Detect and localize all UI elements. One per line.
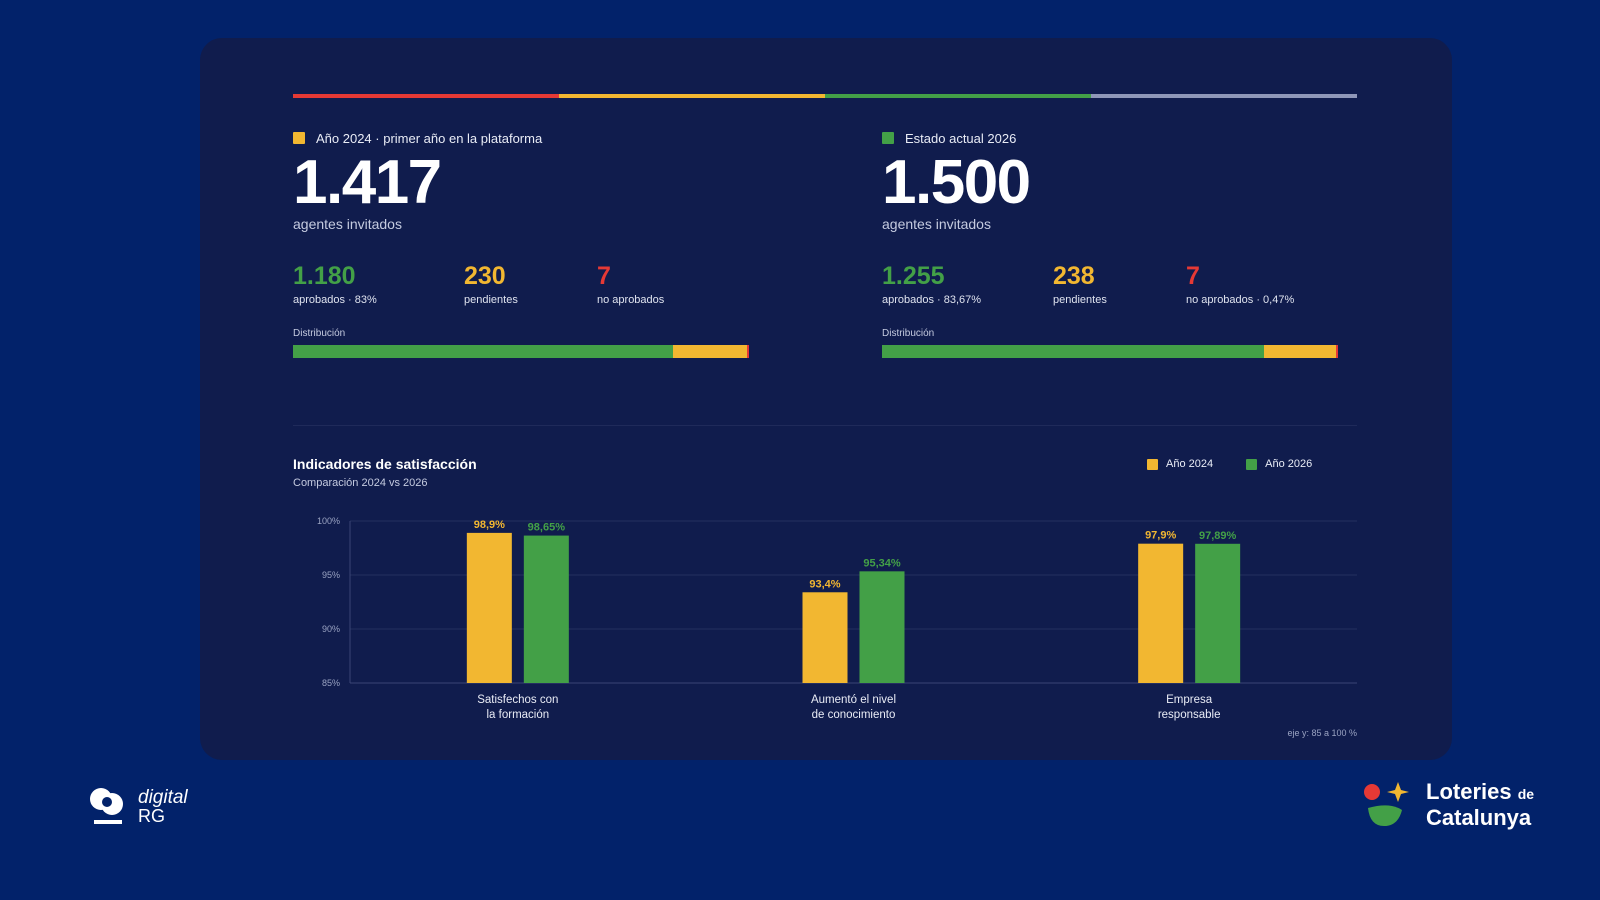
loteries-wordmark: Loteries de Catalunya bbox=[1426, 780, 1534, 830]
distribution-bar bbox=[882, 345, 1339, 358]
axis-note: eje y: 85 a 100 % bbox=[1287, 728, 1357, 738]
digital-rg-icon bbox=[90, 788, 123, 824]
bar-value-label: 97,89% bbox=[1199, 530, 1237, 542]
stat-label: pendientes bbox=[1053, 294, 1107, 306]
section-divider bbox=[293, 425, 1357, 426]
x-tick-label: Aumentó el nivel bbox=[811, 694, 896, 706]
y-tick-label: 95% bbox=[322, 570, 340, 580]
stat-pending: 238 pendientes bbox=[1053, 262, 1107, 306]
stat-value: 7 bbox=[1186, 262, 1200, 290]
x-tick-label: de conocimiento bbox=[812, 709, 896, 721]
brand-line-1: digital bbox=[138, 787, 188, 808]
y-tick-label: 100% bbox=[317, 516, 340, 526]
panel-label-text: Año 2024 · primer año en la plataforma bbox=[316, 130, 543, 146]
bar-value-label: 95,34% bbox=[863, 557, 901, 569]
panel-label-text: Estado actual 2026 bbox=[905, 130, 1017, 146]
bar-2024 bbox=[466, 532, 512, 683]
total-invited: 1.417 bbox=[293, 148, 442, 217]
stat-value: 230 bbox=[464, 262, 506, 290]
stat-label: pendientes bbox=[464, 294, 518, 306]
x-tick-label: responsable bbox=[1158, 709, 1221, 721]
bar-2024 bbox=[802, 592, 848, 683]
panel-2026: Estado actual 2026 1.500 agentes invitad… bbox=[882, 130, 1352, 358]
distribution-label: Distribución bbox=[293, 328, 346, 339]
panel-2024: Año 2024 · primer año en la plataforma 1… bbox=[293, 130, 763, 358]
x-tick-label: la formación bbox=[487, 709, 550, 721]
total-caption: agentes invitados bbox=[293, 216, 402, 232]
stat-label: aprobados · 83,67% bbox=[882, 294, 982, 306]
stripe-yellow bbox=[559, 94, 825, 98]
stat-value: 238 bbox=[1053, 262, 1095, 290]
digital-rg-logo: digital RG bbox=[88, 786, 188, 828]
bar-value-label: 97,9% bbox=[1145, 530, 1176, 542]
total-caption: agentes invitados bbox=[882, 216, 991, 232]
stat-label: no aprobados bbox=[597, 294, 665, 306]
stat-value: 7 bbox=[597, 262, 611, 290]
x-tick-label: Empresa bbox=[1166, 694, 1213, 706]
stat-not-approved: 7 no aprobados bbox=[597, 262, 664, 306]
distribution-segment-aprobados bbox=[293, 345, 673, 358]
distribution-segment-no-aprobados bbox=[1335, 345, 1339, 358]
legend-label: Año 2026 bbox=[1265, 458, 1313, 470]
stat-pending: 230 pendientes bbox=[464, 262, 518, 306]
stat-label: no aprobados · 0,47% bbox=[1186, 294, 1295, 306]
bar-value-label: 98,65% bbox=[528, 522, 566, 534]
y-tick-label: 90% bbox=[322, 624, 340, 634]
distribution-segment-no-aprobados bbox=[746, 345, 749, 358]
y-tick-label: 85% bbox=[322, 678, 340, 688]
stripe-grey bbox=[1091, 94, 1357, 98]
stat-value: 1.180 bbox=[293, 262, 356, 290]
green-square-icon bbox=[882, 132, 894, 144]
chart-subtitle: Comparación 2024 vs 2026 bbox=[293, 477, 428, 489]
distribution-bar bbox=[293, 345, 749, 358]
legend-label: Año 2024 bbox=[1166, 458, 1214, 470]
total-invited: 1.500 bbox=[882, 148, 1031, 217]
bar-2026 bbox=[859, 571, 905, 683]
distribution-segment-pendientes bbox=[672, 345, 747, 358]
bar-value-label: 98,9% bbox=[474, 519, 505, 531]
chart-legend: Año 2024 Año 2026 bbox=[1147, 458, 1345, 470]
digital-rg-wordmark: digital RG bbox=[138, 787, 188, 826]
stat-approved: 1.180 aprobados · 83% bbox=[293, 262, 377, 306]
yellow-square-icon bbox=[293, 132, 305, 144]
legend-item-2024: Año 2024 bbox=[1147, 458, 1213, 470]
brand-line-1: Loteries de bbox=[1426, 780, 1534, 806]
bar-2026 bbox=[523, 535, 569, 683]
color-stripe bbox=[293, 94, 1357, 98]
stat-value: 1.255 bbox=[882, 262, 945, 290]
brand-word: Loteries bbox=[1426, 779, 1512, 804]
stripe-green bbox=[825, 94, 1091, 98]
brand-word-small: de bbox=[1517, 786, 1535, 802]
chart-title: Indicadores de satisfacción bbox=[293, 456, 477, 472]
bar-2026 bbox=[1195, 543, 1241, 683]
loteries-logo: Loteries de Catalunya bbox=[1362, 780, 1534, 830]
stat-not-approved: 7 no aprobados · 0,47% bbox=[1186, 262, 1294, 306]
distribution-label: Distribución bbox=[882, 328, 935, 339]
stats-row: 1.255 aprobados · 83,67% 238 pendientes … bbox=[882, 262, 1352, 322]
stats-row: 1.180 aprobados · 83% 230 pendientes 7 n… bbox=[293, 262, 763, 322]
x-tick-label: Satisfechos con bbox=[477, 694, 558, 706]
bar-2024 bbox=[1138, 543, 1184, 683]
panel-label: Estado actual 2026 bbox=[882, 130, 1352, 146]
bar-value-label: 93,4% bbox=[809, 578, 840, 590]
brand-line-2: Catalunya bbox=[1426, 805, 1532, 830]
stat-approved: 1.255 aprobados · 83,67% bbox=[882, 262, 981, 306]
distribution-segment-pendientes bbox=[1263, 345, 1336, 358]
panel-label: Año 2024 · primer año en la plataforma bbox=[293, 130, 763, 146]
stat-label: aprobados · 83% bbox=[293, 294, 377, 306]
legend-item-2026: Año 2026 bbox=[1246, 458, 1312, 470]
distribution-segment-aprobados bbox=[882, 345, 1264, 358]
brand-line-2: RG bbox=[138, 806, 165, 826]
yellow-square-icon bbox=[1147, 458, 1158, 470]
green-square-icon bbox=[1246, 458, 1258, 470]
loteries-icon bbox=[1364, 782, 1409, 826]
stripe-red bbox=[293, 94, 559, 98]
